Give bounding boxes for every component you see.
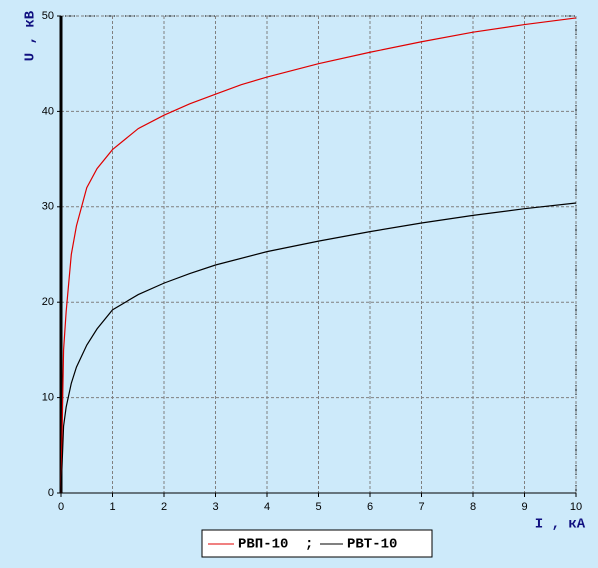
y-tick-label: 0 <box>48 487 54 499</box>
x-tick-label: 10 <box>570 501 582 513</box>
y-axis-label: U , кВ <box>23 10 39 61</box>
x-tick-label: 4 <box>264 501 270 513</box>
legend-box <box>201 529 433 558</box>
y-tick-label: 10 <box>42 392 54 404</box>
x-tick-label: 8 <box>470 501 476 513</box>
series-line <box>60 17 577 494</box>
legend-separator: ; <box>305 537 313 553</box>
x-tick-label: 1 <box>109 501 115 513</box>
series-line <box>60 202 577 494</box>
x-tick-label: 9 <box>521 501 527 513</box>
x-tick-label: 3 <box>212 501 218 513</box>
x-tick-label: 7 <box>418 501 424 513</box>
x-axis-label: I , кА <box>535 517 586 533</box>
y-tick-label: 20 <box>42 296 54 308</box>
x-tick-label: 0 <box>58 501 64 513</box>
legend-label: РВТ-10 <box>347 537 397 553</box>
x-tick-label: 6 <box>367 501 373 513</box>
y-tick-label: 40 <box>42 105 54 117</box>
legend-label: РВП-10 <box>238 537 288 553</box>
x-tick-label: 5 <box>315 501 321 513</box>
y-tick-label: 30 <box>42 201 54 213</box>
x-tick-label: 2 <box>161 501 167 513</box>
y-tick-label: 50 <box>42 10 54 22</box>
